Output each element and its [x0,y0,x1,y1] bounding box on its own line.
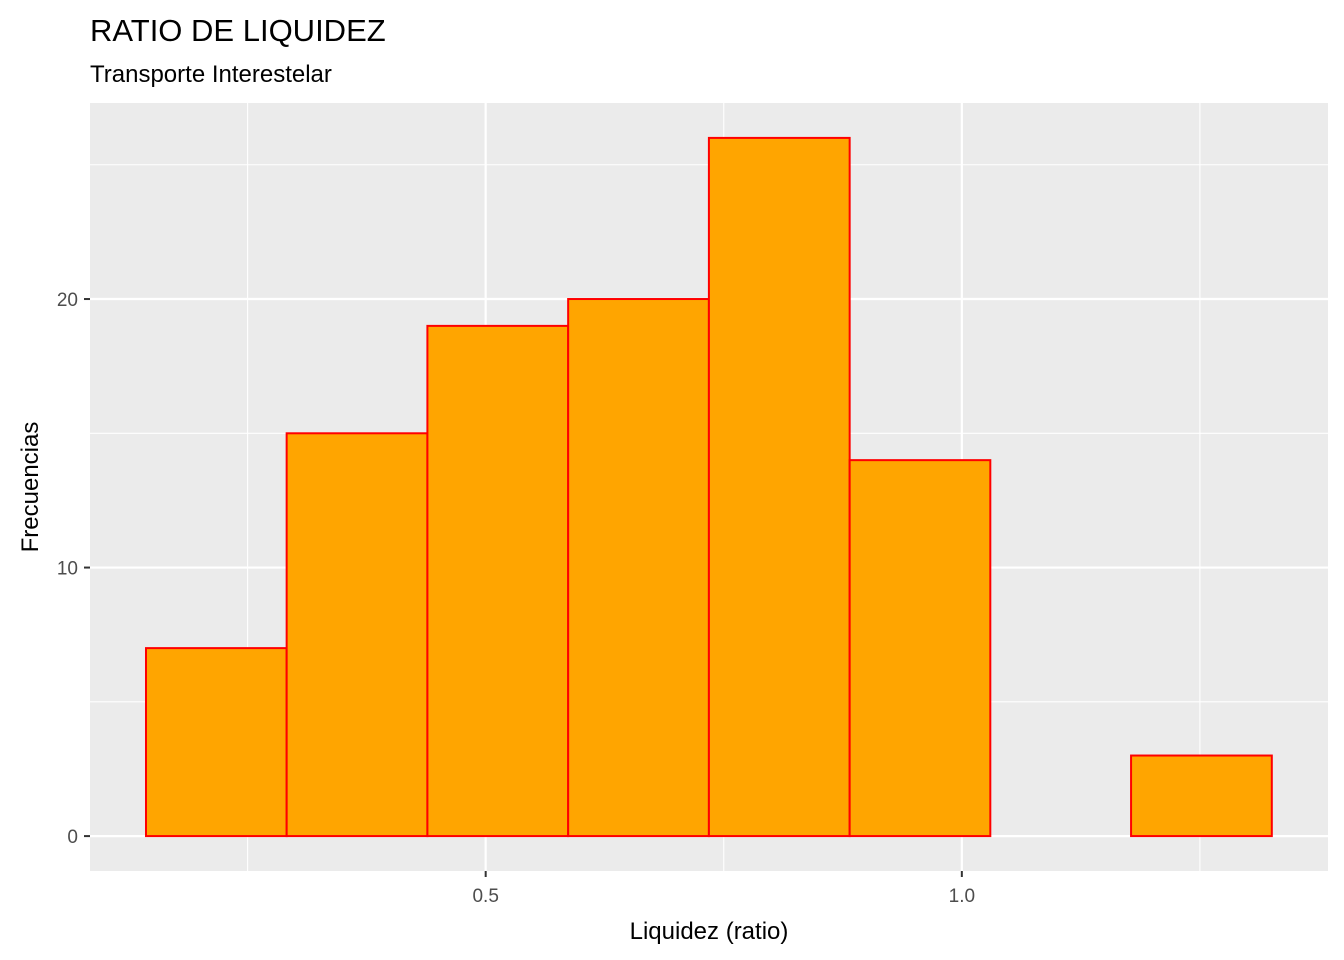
y-tick-label: 0 [67,827,78,848]
y-tick-label: 20 [57,290,78,311]
histogram-bar [144,647,288,838]
chart-title: RATIO DE LIQUIDEZ [90,13,386,48]
x-axis: 0.5 1.0 [472,871,975,907]
y-axis: 0 10 20 [57,290,90,848]
y-tick-label: 10 [57,559,78,580]
y-axis-title: Frecuencias [17,422,44,553]
chart-subtitle: Transporte Interestelar [90,61,332,88]
x-axis-title: Liquidez (ratio) [630,918,789,945]
histogram-bar [848,459,992,838]
histogram-bar [1130,754,1273,838]
histogram-bar [285,432,429,838]
histogram-bar [567,298,710,838]
x-tick-label: 0.5 [472,886,498,907]
histogram-bars [144,136,1273,838]
x-tick-label: 1.0 [949,886,975,907]
histogram-bar [426,324,570,838]
histogram-bar [707,136,851,838]
